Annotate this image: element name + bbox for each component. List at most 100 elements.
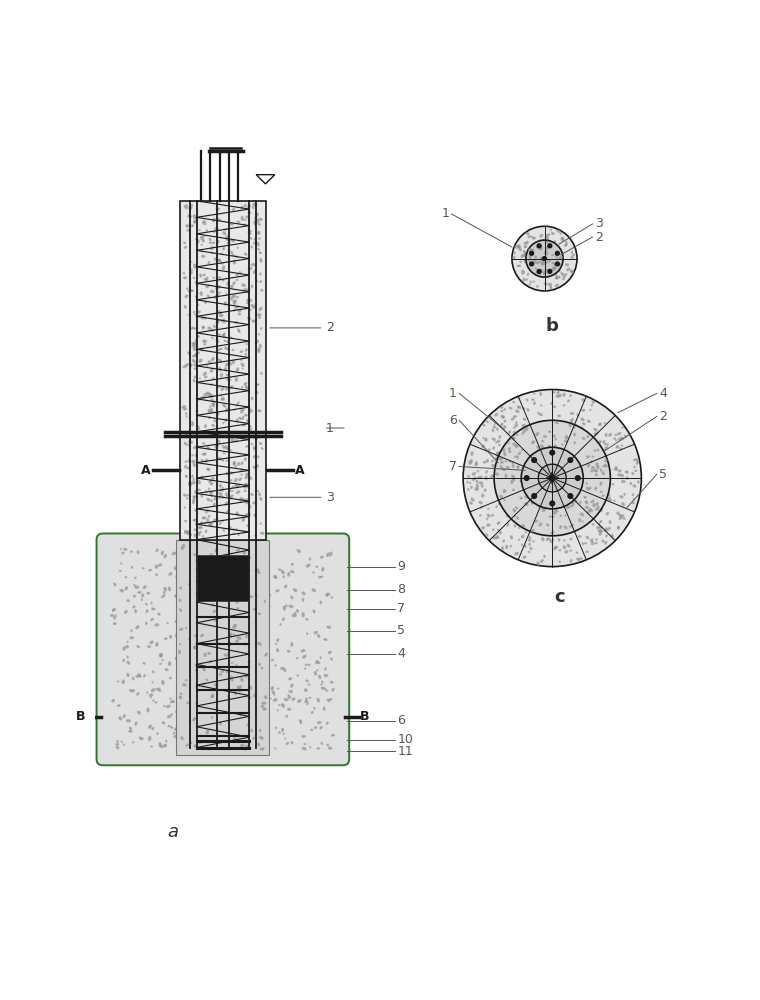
- Ellipse shape: [241, 678, 243, 681]
- Ellipse shape: [153, 671, 154, 673]
- Ellipse shape: [160, 745, 163, 748]
- Ellipse shape: [524, 476, 526, 479]
- Ellipse shape: [530, 505, 532, 508]
- Ellipse shape: [205, 614, 207, 616]
- Ellipse shape: [549, 540, 553, 542]
- Ellipse shape: [230, 735, 233, 737]
- Ellipse shape: [248, 205, 251, 208]
- Ellipse shape: [181, 568, 182, 571]
- Ellipse shape: [518, 437, 522, 440]
- Ellipse shape: [570, 550, 572, 551]
- Ellipse shape: [185, 531, 188, 534]
- Text: 9: 9: [397, 560, 405, 573]
- Ellipse shape: [257, 219, 259, 222]
- Ellipse shape: [271, 687, 274, 690]
- Ellipse shape: [542, 538, 544, 541]
- Ellipse shape: [540, 260, 543, 262]
- Ellipse shape: [511, 536, 512, 539]
- Ellipse shape: [229, 618, 230, 619]
- Ellipse shape: [523, 408, 525, 409]
- Ellipse shape: [249, 231, 251, 232]
- Ellipse shape: [239, 313, 241, 315]
- Ellipse shape: [521, 255, 523, 258]
- Ellipse shape: [561, 239, 564, 241]
- Ellipse shape: [534, 518, 537, 520]
- Ellipse shape: [605, 542, 606, 543]
- Ellipse shape: [602, 540, 604, 542]
- Ellipse shape: [198, 489, 201, 491]
- Ellipse shape: [183, 366, 185, 368]
- Ellipse shape: [223, 452, 225, 454]
- Ellipse shape: [230, 337, 232, 338]
- Ellipse shape: [317, 748, 319, 749]
- Ellipse shape: [497, 456, 500, 458]
- Ellipse shape: [146, 622, 147, 624]
- Ellipse shape: [306, 680, 308, 682]
- Ellipse shape: [567, 457, 569, 460]
- Ellipse shape: [602, 472, 604, 475]
- Ellipse shape: [203, 326, 204, 329]
- Ellipse shape: [582, 423, 585, 425]
- Ellipse shape: [554, 518, 558, 520]
- Ellipse shape: [207, 295, 209, 297]
- Ellipse shape: [239, 331, 240, 332]
- Ellipse shape: [211, 745, 214, 747]
- Ellipse shape: [604, 443, 606, 445]
- Ellipse shape: [245, 386, 247, 388]
- Ellipse shape: [233, 739, 236, 741]
- Ellipse shape: [553, 406, 556, 407]
- Ellipse shape: [297, 550, 300, 552]
- Ellipse shape: [245, 477, 246, 479]
- Ellipse shape: [206, 285, 209, 288]
- Ellipse shape: [283, 607, 285, 610]
- Ellipse shape: [635, 459, 638, 461]
- Ellipse shape: [207, 499, 210, 501]
- Ellipse shape: [611, 535, 613, 538]
- Ellipse shape: [191, 269, 192, 270]
- Ellipse shape: [540, 433, 542, 435]
- Ellipse shape: [584, 482, 585, 484]
- Ellipse shape: [313, 572, 314, 573]
- Ellipse shape: [542, 502, 543, 505]
- Ellipse shape: [520, 480, 523, 482]
- Circle shape: [537, 269, 541, 273]
- Ellipse shape: [599, 423, 601, 426]
- Ellipse shape: [254, 307, 255, 308]
- Ellipse shape: [283, 618, 284, 621]
- Ellipse shape: [244, 589, 247, 591]
- Ellipse shape: [249, 557, 251, 558]
- Ellipse shape: [547, 474, 549, 475]
- Ellipse shape: [234, 479, 237, 482]
- Ellipse shape: [261, 706, 264, 708]
- Ellipse shape: [223, 336, 225, 337]
- Ellipse shape: [236, 378, 237, 381]
- Ellipse shape: [556, 475, 559, 478]
- Ellipse shape: [580, 483, 583, 485]
- Ellipse shape: [237, 549, 239, 551]
- Ellipse shape: [265, 653, 268, 656]
- Ellipse shape: [494, 424, 495, 425]
- Ellipse shape: [544, 477, 546, 479]
- Ellipse shape: [525, 474, 527, 476]
- Ellipse shape: [238, 462, 239, 466]
- Ellipse shape: [179, 566, 180, 567]
- Ellipse shape: [226, 511, 228, 512]
- Ellipse shape: [600, 461, 602, 462]
- Ellipse shape: [545, 436, 548, 439]
- Ellipse shape: [249, 692, 251, 693]
- Ellipse shape: [240, 605, 241, 606]
- Ellipse shape: [280, 624, 281, 625]
- Ellipse shape: [561, 273, 564, 275]
- Ellipse shape: [220, 314, 222, 316]
- Ellipse shape: [469, 461, 471, 464]
- Ellipse shape: [204, 642, 207, 644]
- Ellipse shape: [188, 460, 189, 462]
- Ellipse shape: [606, 513, 609, 515]
- Ellipse shape: [135, 610, 137, 613]
- Ellipse shape: [187, 229, 190, 231]
- Ellipse shape: [201, 255, 204, 257]
- Ellipse shape: [266, 597, 268, 601]
- Ellipse shape: [211, 483, 213, 485]
- Ellipse shape: [231, 676, 233, 679]
- Ellipse shape: [214, 296, 216, 299]
